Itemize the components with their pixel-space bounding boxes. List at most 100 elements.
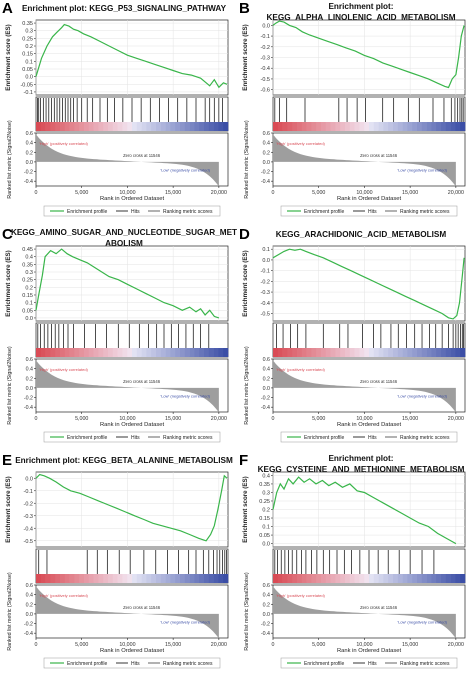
es-tick-label: 0.35	[259, 482, 270, 488]
rank-color-band	[407, 122, 413, 131]
rank-color-band	[397, 122, 403, 131]
rank-color-band	[36, 574, 42, 583]
rank-color-band	[273, 574, 279, 583]
rank-color-band	[74, 348, 80, 357]
rank-color-band	[194, 122, 200, 131]
rank-color-band	[378, 348, 384, 357]
rank-color-band	[383, 348, 389, 357]
rank-color-band	[364, 348, 370, 357]
legend-metric: Ranking metric scores	[400, 661, 450, 667]
rank-color-band	[84, 348, 90, 357]
es-tick-label: 0.4	[262, 473, 270, 479]
es-plot-area	[35, 471, 229, 548]
metric-tick-label: 0.6	[26, 583, 33, 589]
rank-color-band	[223, 348, 229, 357]
x-tick-label: 10,000	[119, 642, 135, 648]
es-tick-label: 0.0	[25, 75, 33, 81]
rank-color-band	[364, 122, 370, 131]
rank-color-band	[36, 348, 42, 357]
rank-color-band	[421, 348, 427, 357]
rank-color-band	[74, 574, 80, 583]
rank-color-band	[330, 348, 336, 357]
metric-tick-label: 0.6	[26, 357, 33, 363]
rank-color-band	[321, 574, 327, 583]
es-tick-label: -0.2	[261, 279, 270, 285]
rank-color-band	[117, 348, 123, 357]
metric-tick-label: -0.4	[24, 405, 33, 411]
rank-color-band	[460, 122, 466, 131]
enrichment-line	[35, 23, 228, 89]
rank-color-band	[316, 574, 322, 583]
plot-title: Enrichment plot:	[328, 2, 393, 11]
panel-D: D KEGG_ARACHIDONIC_ACID_METABOLISM 0.1 0.0 -…	[239, 226, 466, 443]
rank-color-band	[436, 574, 442, 583]
rank-color-band	[378, 122, 384, 131]
x-tick-label: 0	[35, 642, 38, 648]
x-axis-label: Rank in Ordered Dataset	[100, 196, 165, 202]
rank-color-band	[132, 348, 138, 357]
rank-color-band	[64, 348, 70, 357]
metric-tick-label: 0.0	[263, 386, 270, 392]
rank-color-band	[373, 122, 379, 131]
rank-color-band	[330, 122, 336, 131]
metric-tick-label: 0.6	[26, 131, 33, 137]
es-tick-label: 0.3	[262, 490, 270, 496]
rank-color-band	[165, 122, 171, 131]
es-tick-label: -0.1	[261, 269, 270, 275]
rank-color-band	[393, 122, 399, 131]
rank-color-band	[223, 122, 229, 131]
rank-color-band	[287, 122, 293, 131]
rank-color-band	[98, 348, 104, 357]
rank-color-band	[40, 574, 46, 583]
rank-color-band	[79, 574, 85, 583]
legend-box	[43, 657, 221, 669]
rank-color-band	[146, 348, 152, 357]
x-tick-label: 20,000	[448, 190, 464, 196]
metric-plot-area	[272, 358, 466, 413]
x-axis-label: Rank in Ordered Dataset	[100, 422, 165, 428]
es-tick-label: -0.5	[24, 539, 33, 545]
metric-tick-label: 0.0	[263, 160, 270, 166]
rank-color-band	[160, 348, 166, 357]
rank-color-band	[297, 122, 303, 131]
legend-enrichment: Enrichment profile	[304, 661, 345, 667]
rank-color-band	[213, 122, 219, 131]
es-tick-label: -0.2	[261, 45, 270, 51]
rank-color-band	[441, 574, 447, 583]
rank-color-band	[306, 574, 312, 583]
metric-axis-label: Ranked list metric (Signal2Noise)	[7, 346, 13, 425]
legend-box	[280, 431, 458, 443]
rank-color-band	[450, 574, 456, 583]
legend-hits: Hits	[131, 661, 140, 667]
es-tick-label: 0.35	[22, 21, 33, 27]
es-tick-label: 0.0	[25, 316, 33, 322]
rank-color-band	[383, 574, 389, 583]
ranking-metric-area	[36, 360, 219, 413]
x-tick-label: 20,000	[211, 190, 227, 196]
metric-tick-label: 0.6	[263, 131, 270, 137]
zero-cross-label: Zero cross at 11546	[123, 605, 161, 610]
es-axis-label: Enrichment score (ES)	[242, 476, 249, 542]
rank-color-band	[165, 574, 171, 583]
metric-tick-label: -0.2	[261, 170, 270, 176]
panel-letter: A	[2, 0, 13, 17]
rank-color-band	[189, 348, 195, 357]
rank-color-band	[141, 348, 147, 357]
rank-color-band	[136, 348, 142, 357]
es-tick-label: 0.05	[22, 308, 33, 314]
rank-color-band	[335, 122, 341, 131]
rank-color-band	[170, 348, 176, 357]
rank-color-band	[402, 574, 408, 583]
metric-tick-label: 0.2	[263, 602, 270, 608]
rank-color-band	[88, 122, 94, 131]
negative-label: 'Low' (negatively correlated)	[397, 394, 447, 399]
metric-tick-label: 0.2	[263, 376, 270, 382]
plot-title: Enrichment plot:	[328, 454, 393, 463]
rank-color-band	[330, 574, 336, 583]
rank-color-band	[340, 348, 346, 357]
metric-tick-label: 0.4	[263, 367, 270, 373]
rank-color-band	[141, 574, 147, 583]
x-tick-label: 0	[272, 190, 275, 196]
plot-title: KEGG_ARACHIDONIC_ACID_METABOLISM	[276, 230, 447, 239]
positive-label: 'High' (positively correlated)	[276, 593, 326, 598]
